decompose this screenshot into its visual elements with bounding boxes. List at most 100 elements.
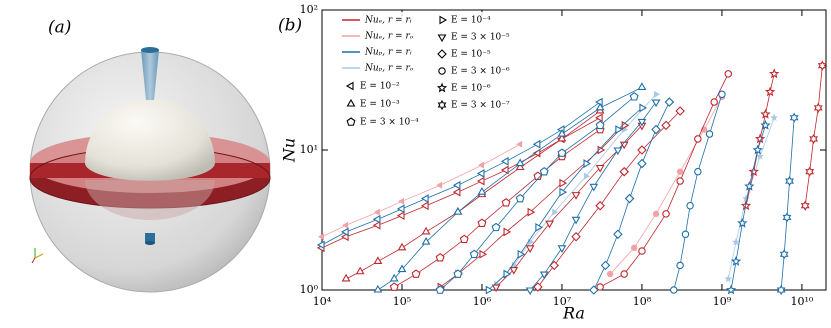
y-tick-label: 10⁰: [300, 283, 319, 296]
marker: [710, 98, 718, 106]
x-axis-label: Ra: [562, 304, 585, 323]
marker: [676, 168, 684, 175]
marker: [620, 270, 628, 278]
marker: [769, 68, 780, 79]
marker: [437, 34, 447, 43]
marker: [589, 183, 599, 192]
marker: [651, 99, 661, 108]
marker: [770, 113, 778, 121]
marker: [571, 192, 581, 200]
marker: [355, 266, 365, 275]
marker: [435, 253, 445, 262]
marker: [420, 194, 429, 203]
marker: [557, 133, 567, 142]
marker: [584, 172, 591, 180]
marker: [491, 284, 501, 293]
legend-label: E = 10⁻⁴: [451, 16, 491, 26]
legend-box: [336, 12, 526, 134]
marker: [705, 130, 714, 138]
marker: [397, 242, 407, 251]
marker: [800, 200, 810, 211]
marker: [533, 282, 543, 292]
legend-label: E = 10⁻²: [360, 82, 400, 92]
marker: [525, 287, 535, 296]
marker: [346, 98, 356, 107]
marker: [559, 187, 568, 197]
cylinder-cap: [141, 47, 159, 53]
series-line: [377, 87, 643, 291]
marker: [661, 120, 671, 131]
marker: [500, 156, 509, 166]
marker: [629, 92, 639, 101]
marker: [340, 227, 349, 237]
marker: [453, 207, 463, 215]
marker: [595, 164, 605, 173]
series-line: [599, 73, 729, 288]
plot-area: [316, 60, 827, 296]
marker: [742, 194, 750, 202]
marker: [596, 283, 604, 291]
marker: [589, 285, 599, 295]
marker: [396, 204, 405, 214]
marker: [613, 229, 623, 240]
marker: [764, 86, 776, 97]
x-tick-label: 10⁵: [393, 295, 411, 308]
inner-core: [85, 98, 215, 181]
marker: [373, 208, 380, 216]
marker: [737, 217, 748, 228]
marker: [694, 135, 702, 143]
marker: [476, 169, 485, 178]
marker: [397, 197, 404, 205]
marker: [389, 273, 399, 282]
marker: [509, 266, 519, 275]
marker: [595, 102, 605, 111]
marker: [756, 152, 764, 160]
marker: [752, 144, 763, 155]
x-tick-label: 10⁸: [633, 295, 652, 308]
marker: [779, 249, 789, 260]
series-line: [321, 143, 521, 238]
marker: [436, 82, 448, 93]
marker: [539, 167, 549, 176]
marker: [638, 247, 646, 255]
marker: [637, 145, 647, 155]
marker: [389, 282, 399, 291]
legend-label: Nuₑ, r = rₒ: [364, 32, 414, 42]
marker: [670, 286, 678, 294]
marker: [639, 103, 648, 113]
inner-core-lower: [85, 180, 215, 220]
marker: [652, 210, 660, 218]
marker: [318, 233, 324, 241]
marker: [341, 273, 351, 282]
marker: [557, 245, 567, 253]
marker: [557, 128, 567, 137]
legend-label: E = 10⁻⁶: [451, 84, 491, 94]
marker: [615, 125, 623, 134]
marker: [397, 264, 407, 273]
x-tick-label: 10⁷: [553, 295, 572, 308]
marker: [559, 178, 568, 188]
marker: [421, 226, 431, 235]
marker: [595, 200, 605, 211]
marker: [662, 210, 670, 218]
marker: [686, 201, 694, 210]
marker: [437, 99, 447, 111]
legend-label: E = 10⁻⁵: [451, 50, 491, 60]
marker: [452, 187, 461, 197]
marker: [619, 166, 629, 177]
y-tick-label: 10²: [300, 3, 318, 16]
y-tick-label: 10¹: [300, 143, 318, 156]
series-line: [529, 101, 657, 291]
marker: [452, 180, 461, 190]
panel-label: (b): [278, 16, 302, 36]
marker: [664, 97, 675, 107]
legend-label: E = 3 × 10⁻⁶: [451, 67, 510, 77]
series-line: [673, 94, 723, 291]
marker: [730, 255, 742, 266]
marker: [595, 120, 605, 130]
axes-triad: [31, 248, 44, 264]
marker: [637, 118, 647, 127]
marker: [525, 245, 535, 253]
marker: [503, 269, 512, 279]
